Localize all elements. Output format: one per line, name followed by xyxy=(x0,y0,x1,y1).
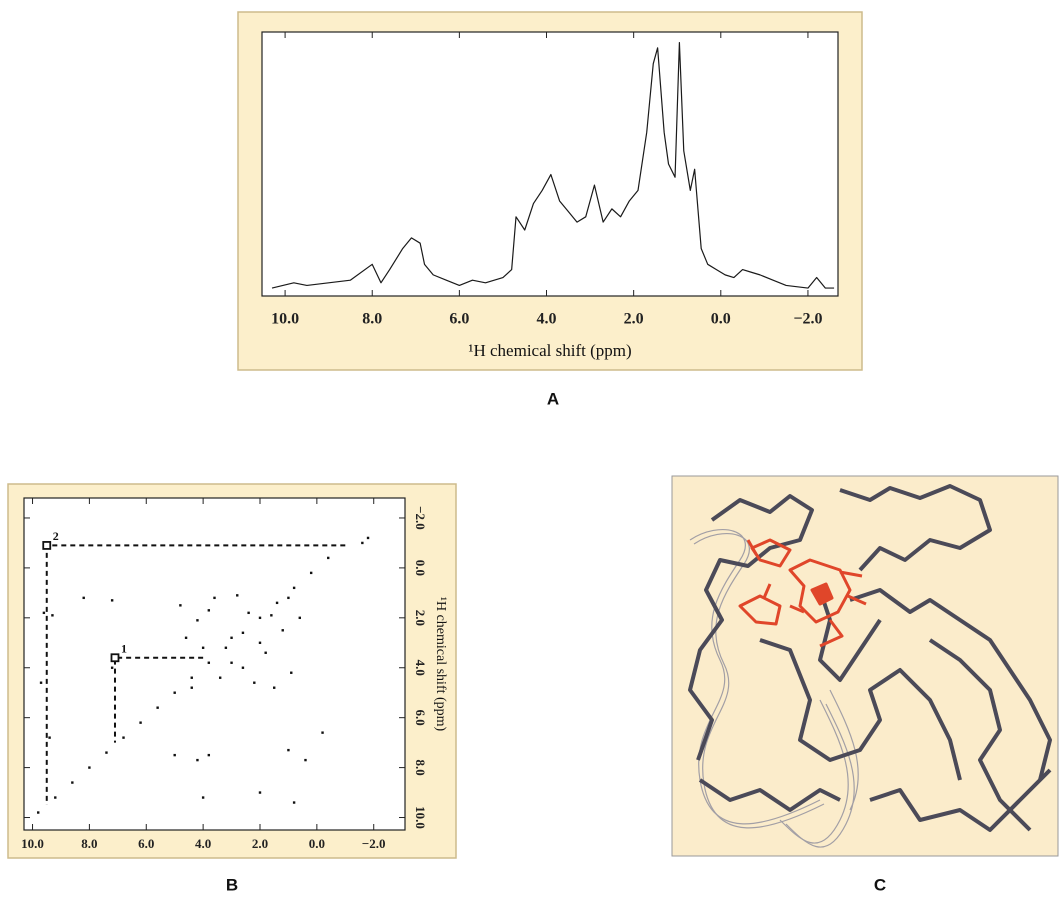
cross-peak xyxy=(190,686,193,689)
cross-peak xyxy=(179,604,182,607)
cross-peak xyxy=(258,616,262,620)
x-tick-label: 2.0 xyxy=(624,311,644,328)
x-tick-label: 10.0 xyxy=(271,311,299,328)
cross-peak xyxy=(264,651,267,654)
ligand-cluster xyxy=(738,538,867,648)
cross-peak xyxy=(247,611,250,615)
cross-peak xyxy=(361,541,364,545)
cross-peak xyxy=(173,691,176,694)
cross-peak xyxy=(122,736,125,739)
x-tick-label: 0.0 xyxy=(711,311,731,328)
cross-peak xyxy=(37,811,40,814)
annotation-label: 2 xyxy=(53,529,59,543)
cross-peak xyxy=(207,661,211,664)
cross-peak xyxy=(110,666,114,669)
cross-peak xyxy=(270,614,273,617)
cross-peak xyxy=(241,666,245,669)
cross-peak xyxy=(207,609,211,612)
cross-peak xyxy=(258,791,262,794)
cross-peak xyxy=(218,676,222,679)
x-tick-label: 10.0 xyxy=(21,836,44,851)
y-axis-label: ¹H chemical shift (ppm) xyxy=(433,597,448,732)
cross-peak xyxy=(258,641,262,644)
x-tick-label: −2.0 xyxy=(362,836,386,851)
cross-peak xyxy=(105,751,108,754)
cross-peak xyxy=(287,596,290,600)
cross-peak xyxy=(241,631,245,634)
cross-peak xyxy=(196,619,199,622)
cross-peak xyxy=(173,753,176,757)
cross-peak xyxy=(213,596,216,600)
cross-peak xyxy=(51,614,54,617)
y-tick-label: 4.0 xyxy=(413,660,428,676)
protein-structure xyxy=(671,475,1059,857)
cross-peak xyxy=(88,766,91,769)
cross-peak xyxy=(298,616,301,620)
y-tick-label: 2.0 xyxy=(413,610,428,626)
cross-peak xyxy=(224,646,228,649)
x-tick-label: 6.0 xyxy=(138,836,154,851)
cross-peak xyxy=(71,781,74,784)
cross-peak xyxy=(292,586,296,590)
cross-peak xyxy=(201,796,205,799)
x-tick-label: 8.0 xyxy=(81,836,97,851)
cross-peak xyxy=(156,706,159,709)
annotation-marker xyxy=(42,541,52,550)
cross-peak xyxy=(366,536,370,540)
x-axis-label: ¹H chemical shift (ppm) xyxy=(468,341,631,360)
cross-peak xyxy=(201,646,205,649)
cross-peak xyxy=(230,661,233,664)
cross-peak xyxy=(190,676,193,679)
annotation-label: 1 xyxy=(121,642,127,656)
cross-peak xyxy=(230,636,233,639)
cross-peak xyxy=(39,681,43,684)
x-tick-label: 4.0 xyxy=(195,836,211,851)
spectrum-line xyxy=(271,41,835,289)
x-tick-label: 4.0 xyxy=(537,311,557,328)
cross-peak xyxy=(275,601,279,605)
panel-label: B xyxy=(226,875,238,894)
panel-c-background xyxy=(671,475,1059,857)
cross-peak xyxy=(82,596,85,600)
panel-label: C xyxy=(874,875,886,894)
x-tick-label: 8.0 xyxy=(362,311,382,328)
cross-peak xyxy=(287,748,290,752)
x-tick-label: 2.0 xyxy=(252,836,268,851)
dashed-connector xyxy=(113,656,204,743)
cross-peak xyxy=(110,599,114,602)
panel-a-plot-frame xyxy=(261,31,839,297)
cross-peak xyxy=(54,796,57,799)
cross-peak xyxy=(321,731,324,734)
y-tick-label: 6.0 xyxy=(413,710,428,726)
cross-peak xyxy=(327,556,330,560)
y-tick-label: −2.0 xyxy=(413,506,428,530)
cross-peak xyxy=(290,671,293,674)
cross-peak xyxy=(253,681,256,684)
cross-peak xyxy=(273,686,276,689)
panel-label: A xyxy=(547,389,559,408)
y-tick-label: 0.0 xyxy=(413,560,428,576)
cross-peak xyxy=(281,629,284,632)
x-tick-label: −2.0 xyxy=(793,311,822,328)
cross-peak xyxy=(42,611,46,615)
cross-peak xyxy=(207,753,211,757)
cross-peak xyxy=(139,721,142,724)
cross-peak xyxy=(184,636,188,639)
cross-peak xyxy=(292,801,296,804)
cross-peak xyxy=(196,758,199,762)
cross-peak xyxy=(48,736,51,739)
x-tick-label: 6.0 xyxy=(449,311,469,328)
panel-b-plot-frame xyxy=(23,497,406,831)
x-tick-label: 0.0 xyxy=(309,836,325,851)
cross-peak xyxy=(304,758,307,762)
y-tick-label: 10.0 xyxy=(413,806,428,829)
annotation-marker xyxy=(110,653,120,663)
y-tick-label: 8.0 xyxy=(413,759,428,775)
cross-peak xyxy=(309,571,313,575)
cross-peak xyxy=(236,594,239,597)
